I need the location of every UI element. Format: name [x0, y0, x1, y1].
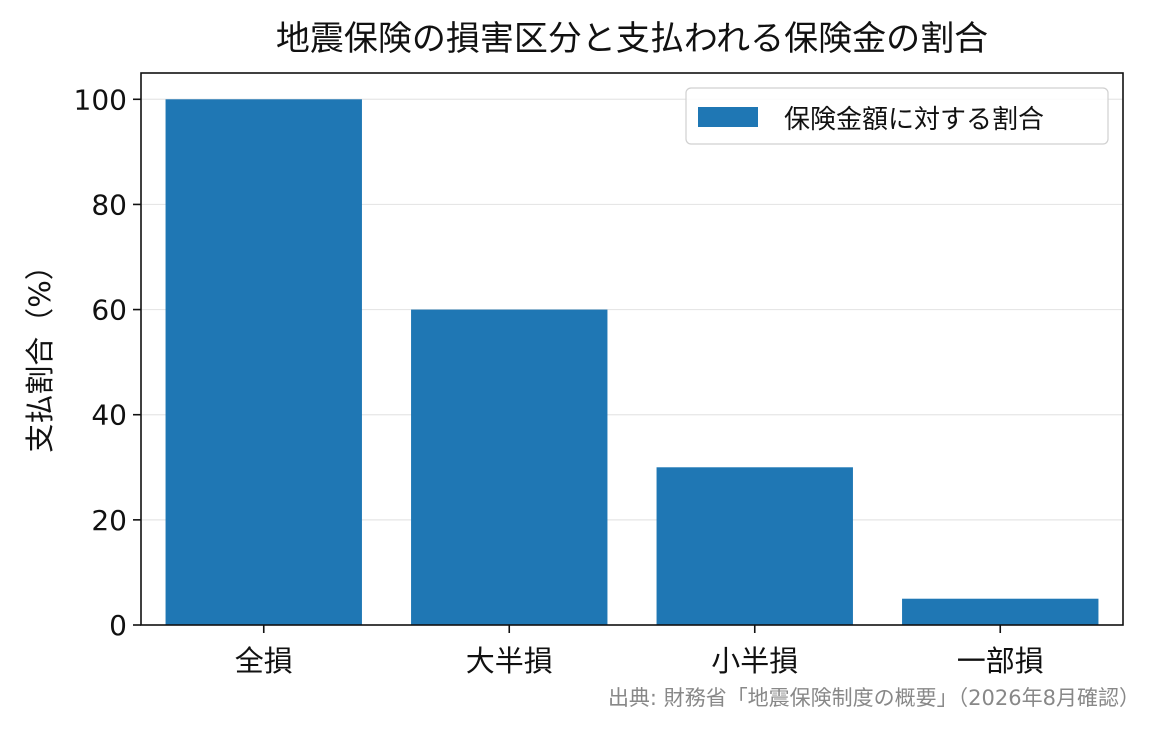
y-tick-label: 40 [91, 399, 127, 432]
bar [902, 598, 1099, 625]
y-tick-label: 100 [74, 83, 127, 116]
y-tick-label: 20 [91, 504, 127, 537]
bar [656, 467, 853, 625]
bars [165, 99, 1099, 626]
y-tick-label: 80 [91, 188, 127, 221]
legend: 保険金額に対する割合 [685, 87, 1109, 145]
x-tick-label: 全損 [235, 644, 293, 678]
bar [165, 99, 362, 626]
legend-label: 保険金額に対する割合 [784, 105, 1044, 135]
bar [411, 309, 608, 625]
y-axis-ticks: 0 20 40 60 80 100 [74, 83, 141, 642]
x-tick-label: 一部損 [957, 644, 1044, 678]
y-tick-label: 0 [109, 609, 127, 642]
y-tick-label: 60 [91, 294, 127, 327]
x-tick-label: 小半損 [711, 644, 798, 678]
source-note: 出典: 財務省「地震保険制度の概要」（2026年8月確認） [608, 686, 1140, 710]
legend-box [685, 87, 1109, 145]
x-tick-label: 大半損 [466, 644, 553, 678]
chart-title: 地震保険の損害区分と支払われる保険金の割合 [276, 19, 988, 59]
x-axis-ticks: 全損 大半損 小半損 一部損 [235, 625, 1044, 678]
y-axis-label: 支払割合（%） [23, 251, 57, 453]
plot-frame [140, 72, 1124, 626]
legend-swatch [698, 107, 758, 127]
